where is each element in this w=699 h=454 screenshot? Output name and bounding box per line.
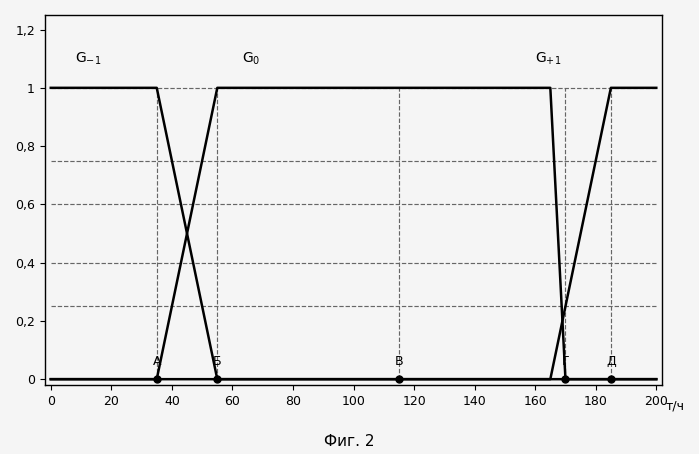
Text: A: A: [152, 355, 161, 368]
Text: т/ч: т/ч: [665, 400, 684, 413]
Text: Д: Д: [606, 355, 616, 368]
Text: Б: Б: [213, 355, 222, 368]
Text: G$_{+1}$: G$_{+1}$: [535, 51, 561, 68]
Text: G$_{0}$: G$_{0}$: [242, 51, 260, 68]
Text: G$_{-1}$: G$_{-1}$: [75, 51, 101, 68]
Text: Фиг. 2: Фиг. 2: [324, 434, 375, 449]
Text: Г: Г: [562, 355, 569, 368]
Text: В: В: [395, 355, 403, 368]
